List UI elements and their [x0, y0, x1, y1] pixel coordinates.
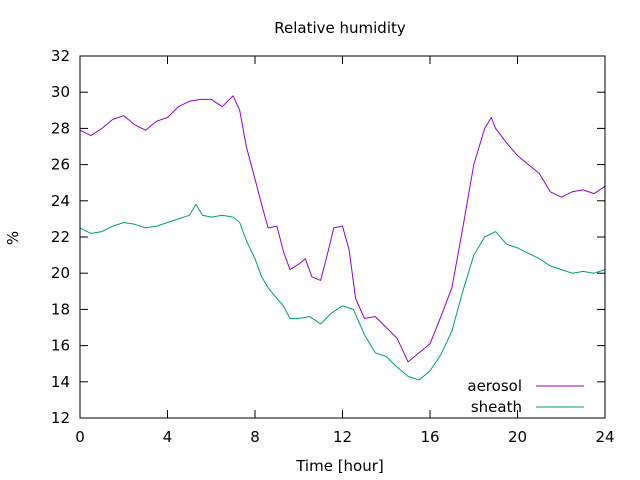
x-tick-label: 20 — [508, 428, 527, 446]
y-tick-label: 18 — [51, 300, 70, 318]
legend-label-aerosol: aerosol — [467, 377, 522, 395]
y-axis-label: % — [4, 231, 22, 245]
x-tick-label: 8 — [250, 428, 260, 446]
x-axis-label: Time [hour] — [295, 457, 384, 475]
series-line-aerosol — [79, 95, 606, 363]
y-tick-label: 20 — [51, 264, 70, 282]
tick-layer: 0 4 8 12 16 20 24 12 14 16 18 20 22 24 26 28 30 32 — [51, 47, 615, 446]
series-line-sheath — [79, 203, 606, 381]
legend-label-sheath: sheath — [471, 398, 522, 416]
plot-frame — [79, 55, 606, 419]
y-tick-label: 30 — [51, 83, 70, 101]
y-tick-label: 22 — [51, 228, 70, 246]
x-tick-label: 4 — [163, 428, 173, 446]
y-tick-label: 28 — [51, 119, 70, 137]
y-tick-label: 14 — [51, 373, 70, 391]
y-tick-label: 24 — [51, 192, 70, 210]
x-tick-label: 0 — [75, 428, 85, 446]
y-tick-label: 12 — [51, 409, 70, 427]
y-tick-label: 16 — [51, 337, 70, 355]
legend: aerosol sheath — [467, 377, 584, 416]
x-tick-label: 24 — [595, 428, 614, 446]
y-tick-label: 32 — [51, 47, 70, 65]
x-tick-label: 12 — [333, 428, 352, 446]
x-tick-label: 16 — [420, 428, 439, 446]
y-tick-label: 26 — [51, 156, 70, 174]
series-layer — [79, 95, 606, 381]
chart-title: Relative humidity — [274, 19, 406, 37]
